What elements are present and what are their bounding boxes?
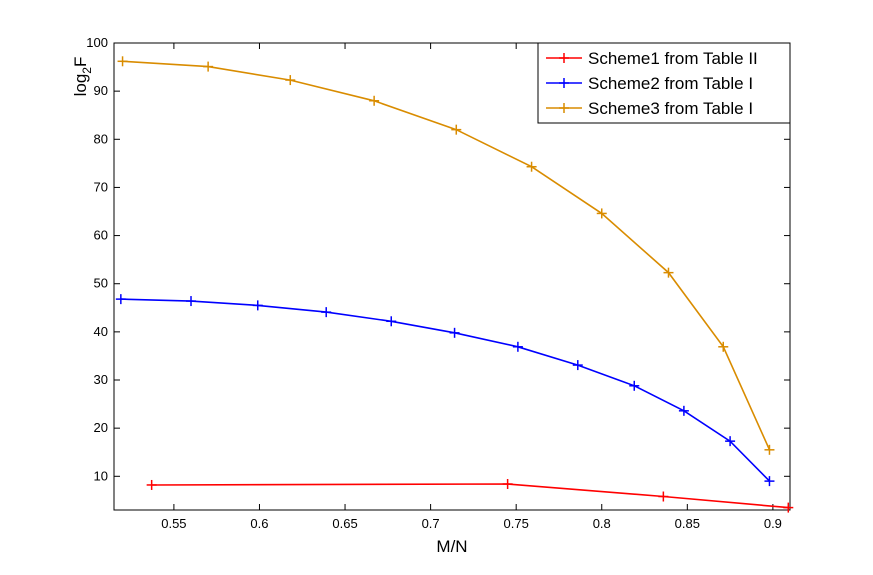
x-tick-label: 0.55 <box>161 516 186 531</box>
x-axis-label: M/N <box>436 537 467 556</box>
x-tick-label: 0.9 <box>764 516 782 531</box>
legend-entry: Scheme3 from Table I <box>546 99 753 118</box>
legend-label: Scheme1 from Table II <box>588 49 758 68</box>
data-point <box>526 161 537 172</box>
data-point <box>596 208 607 219</box>
y-tick-label: 30 <box>94 372 108 387</box>
y-axis-label: log2F <box>71 57 94 97</box>
series-layer <box>115 56 794 513</box>
legend-marker <box>559 53 569 63</box>
x-tick-label: 0.75 <box>504 516 529 531</box>
data-point <box>115 294 126 305</box>
legend-box <box>537 42 791 124</box>
data-point <box>764 444 775 455</box>
y-tick-label: 40 <box>94 324 108 339</box>
data-point <box>451 124 462 135</box>
legend-marker <box>559 103 569 113</box>
data-point <box>386 316 397 327</box>
y-tick-label: 20 <box>94 420 108 435</box>
data-point <box>629 380 640 391</box>
data-point <box>718 341 729 352</box>
x-tick-label: 0.8 <box>593 516 611 531</box>
data-point <box>764 476 775 487</box>
legend-label: Scheme2 from Table I <box>588 74 753 93</box>
data-point <box>203 61 214 72</box>
data-point <box>572 360 583 371</box>
data-point <box>285 75 296 86</box>
x-axis: 0.55 0.6 0.65 0.7 0.75 0.8 0.85 0.9 <box>161 43 782 531</box>
y-axis-label-subscript: 2 <box>80 67 94 74</box>
series-2 <box>115 294 775 487</box>
y-axis-label-variable: F <box>71 57 90 67</box>
data-point <box>321 307 332 318</box>
y-axis-label-base: log <box>71 74 90 97</box>
y-tick-label: 90 <box>94 83 108 98</box>
series-line <box>122 60 771 451</box>
legend: Scheme1 from Table II Scheme2 from Table … <box>537 42 791 124</box>
data-point <box>663 267 674 278</box>
data-point <box>783 502 794 513</box>
data-point <box>512 341 523 352</box>
y-tick-label: 10 <box>94 468 108 483</box>
data-point <box>725 436 736 447</box>
data-point <box>449 327 460 338</box>
series-3 <box>117 56 775 455</box>
y-tick-label: 70 <box>94 179 108 194</box>
data-point <box>117 56 128 67</box>
data-point <box>369 95 380 106</box>
data-point <box>502 479 513 490</box>
series-1 <box>146 479 794 513</box>
data-point <box>658 491 669 502</box>
y-axis: 10 20 30 40 50 60 70 80 90 100 <box>86 35 790 483</box>
x-tick-label: 0.7 <box>422 516 440 531</box>
series-line <box>151 483 789 509</box>
y-tick-label: 50 <box>94 276 108 291</box>
data-point <box>252 300 263 311</box>
y-tick-label: 100 <box>86 35 108 50</box>
x-tick-label: 0.6 <box>250 516 268 531</box>
legend-label: Scheme3 from Table I <box>588 99 753 118</box>
series-line <box>120 298 771 482</box>
x-tick-label: 0.65 <box>332 516 357 531</box>
x-tick-label: 0.85 <box>675 516 700 531</box>
data-point <box>186 296 197 307</box>
data-point <box>146 479 157 490</box>
legend-marker <box>559 78 569 88</box>
legend-entry: Scheme1 from Table II <box>546 49 758 68</box>
y-tick-label: 80 <box>94 131 108 146</box>
data-point <box>678 405 689 416</box>
y-tick-label: 60 <box>94 228 108 243</box>
legend-entry: Scheme2 from Table I <box>546 74 753 93</box>
